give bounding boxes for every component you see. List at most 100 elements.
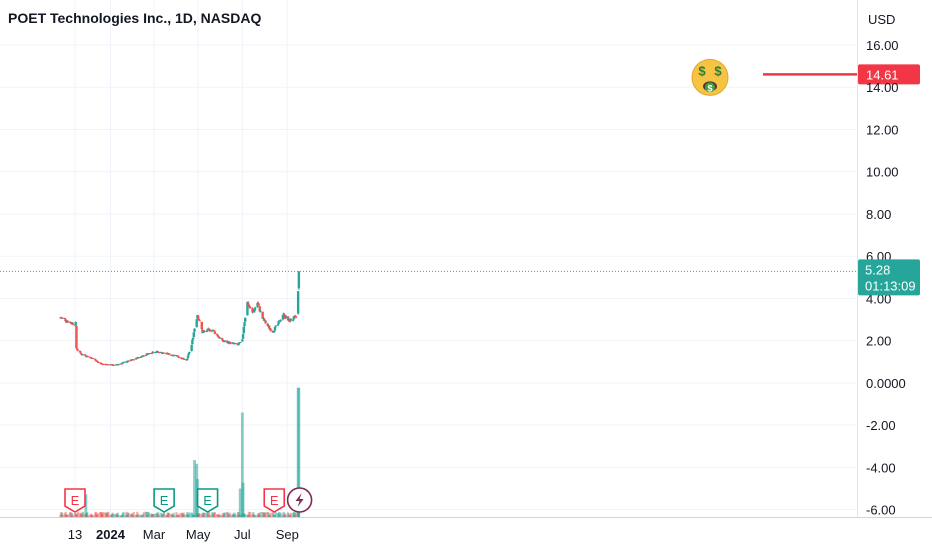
volume-bar [116, 512, 119, 517]
y-tick-label: 0.0000 [866, 376, 906, 391]
candle-body [236, 343, 239, 345]
candle-body [208, 329, 211, 332]
price-axis[interactable]: 16.0014.0012.0010.008.006.004.002.000.00… [866, 38, 906, 518]
earnings-marker[interactable]: E [196, 488, 219, 513]
y-tick-label: 14.00 [866, 80, 899, 95]
candle-body [99, 362, 102, 364]
volume-bar [112, 513, 115, 517]
volume-bar [178, 513, 181, 517]
money-face-icon[interactable]: $ $$ [691, 58, 729, 96]
volume-bar [294, 512, 298, 517]
candle-body [83, 354, 87, 356]
candle-body [86, 356, 90, 358]
y-tick-label: 10.00 [866, 165, 899, 180]
candle-body [203, 331, 206, 333]
candle-body [289, 318, 293, 321]
volume-bar [163, 512, 166, 517]
candle-body [206, 328, 209, 331]
volume-bar [142, 512, 145, 517]
candle-body [132, 359, 135, 361]
candle-body [273, 326, 277, 331]
candle-body [205, 331, 209, 333]
candle-body [74, 321, 77, 325]
candle-body [178, 357, 181, 359]
candle-body [269, 328, 272, 331]
volume-bar [218, 514, 221, 517]
volume-spike [297, 387, 301, 517]
candle-body [127, 360, 130, 362]
candle-body [248, 306, 251, 308]
candle-body [144, 355, 148, 357]
candle-body [150, 353, 153, 355]
y-tick-label: 12.00 [866, 122, 899, 137]
earnings-letter: E [71, 493, 80, 508]
candle-body [173, 354, 176, 356]
volume-bar [269, 513, 272, 517]
volume-bar [66, 514, 69, 517]
y-tick-label: -6.00 [866, 503, 896, 518]
time-axis[interactable]: 13 2024 Mar May Jul Sep [68, 527, 299, 542]
candle-body [186, 355, 190, 359]
volume-bar [61, 514, 64, 517]
volume-bar [125, 511, 128, 517]
x-tick-label: Sep [276, 527, 299, 542]
volume-bar [86, 515, 90, 517]
candle-body [266, 323, 269, 326]
candle-body [137, 357, 140, 359]
candle-body [292, 316, 295, 320]
grid [0, 0, 857, 517]
target-line-group[interactable]: 14.61$ $$ [691, 58, 920, 96]
y-tick-label: 16.00 [866, 38, 899, 53]
candle-body [252, 311, 256, 313]
volume-bar [172, 512, 175, 517]
candle-body [139, 356, 143, 358]
candle-body [283, 317, 287, 319]
candle-body [277, 321, 280, 325]
candle-body [134, 358, 138, 360]
volume-bar [117, 515, 120, 517]
candle-body [220, 337, 224, 340]
volume-bar [279, 512, 282, 517]
candle-body [294, 316, 298, 318]
candle-body [183, 358, 186, 360]
candle-body [201, 329, 204, 334]
candle-body [191, 339, 194, 344]
volume-bar [249, 512, 252, 517]
earnings-marker[interactable]: E [153, 488, 175, 513]
candle-body [107, 364, 110, 366]
candle-body [91, 358, 95, 360]
candle-body [69, 322, 72, 324]
candle-body [221, 339, 224, 342]
candle-body [188, 352, 191, 354]
candle-body [117, 364, 120, 366]
candle-body [249, 307, 252, 309]
volume-bar [210, 512, 214, 517]
volume-bar [107, 511, 110, 517]
candle-body [241, 334, 245, 339]
candle-body [284, 315, 288, 318]
y-tick-label: -4.00 [866, 460, 896, 475]
volume-spike [193, 460, 196, 517]
candle-body [147, 353, 151, 355]
currency-label[interactable]: USD [868, 12, 895, 27]
lightning-icon[interactable] [286, 487, 313, 513]
candle-body [102, 364, 105, 366]
candle-body [283, 314, 286, 318]
candle-body [162, 352, 166, 354]
earnings-marker[interactable]: E [64, 488, 86, 513]
candle-body [78, 350, 82, 353]
candle-body [271, 331, 274, 333]
candle-body [256, 302, 259, 307]
volume-bars [59, 387, 301, 517]
candle-body [190, 344, 193, 351]
earnings-marker[interactable]: E [263, 488, 286, 513]
candle-body [253, 308, 256, 312]
volume-bar [278, 511, 281, 517]
volume-bar [198, 513, 201, 517]
volume-bar [234, 513, 237, 517]
candle-body [186, 358, 189, 361]
candle-body [258, 306, 261, 312]
